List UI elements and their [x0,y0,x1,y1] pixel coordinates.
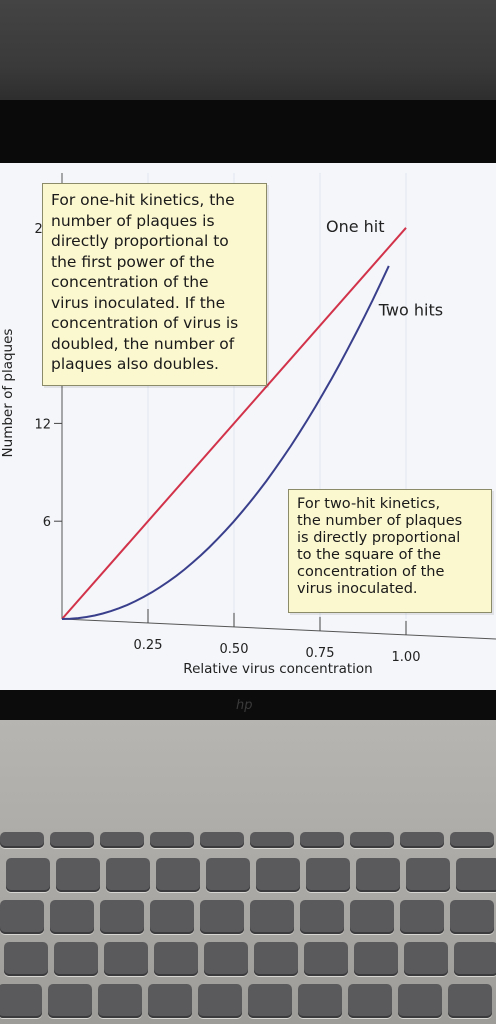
keyboard-key [154,942,198,976]
two-hit-line: the number of plaques [297,513,463,529]
one-hit-line: For one-hit kinetics, the [51,191,235,209]
keyboard-deck [0,720,496,1024]
two-hit-callout: For two-hit kinetics, the number of plaq… [288,489,492,613]
keyboard-key [106,858,150,892]
one-hit-line: the first power of the [51,252,215,271]
one-hit-line: virus inoculated. If the [51,293,226,312]
keyboard-key [350,832,394,848]
keyboard-key [450,900,494,934]
keyboard-key [256,858,300,892]
series-group: One hit Two hits [61,217,443,620]
series-line-two-hits [61,265,390,620]
two-hit-line: virus inoculated. [297,581,418,597]
keyboard-key [104,942,148,976]
keyboard-key [400,832,444,848]
keyboard-key [200,900,244,934]
keyboard-key [398,984,442,1018]
keyboard-key [148,984,192,1018]
keyboard-key [250,832,294,848]
keyboard-key [456,858,496,892]
keyboard-key [150,832,194,848]
keyboard-key [156,858,200,892]
two-hit-line: concentration of the [297,564,445,580]
keyboard-key [4,942,48,976]
series-line-one-hit [61,227,407,620]
series-label: Two hits [378,300,443,319]
keyboard-key [254,942,298,976]
keyboard-key [448,984,492,1018]
laptop-logo: hp [236,698,253,713]
keyboard-key [50,900,94,934]
keyboard-key [204,942,248,976]
one-hit-line: directly proportional to [51,232,229,250]
keyboard-key [200,832,244,848]
keyboard-key [6,858,50,892]
one-hit-line: concentration of virus is [51,314,239,332]
keyboard-key [404,942,448,976]
keyboard-key [48,984,92,1018]
x-tick-label: 1.00 [392,650,421,665]
keyboard-key [454,942,496,976]
background-wall [0,0,496,110]
keyboard-key [406,858,450,892]
series-label: One hit [326,217,385,236]
keyboard-key [54,942,98,976]
keyboard-key [56,858,100,892]
y-tick-label: 12 [34,417,51,432]
keyboard-key [300,900,344,934]
keyboard-key [298,984,342,1018]
keyboard-key [206,858,250,892]
one-hit-callout: For one-hit kinetics, the number of plaq… [42,183,267,386]
keyboard-key [400,900,444,934]
y-axis-title: Number of plaques [0,329,16,458]
keyboard-key [356,858,400,892]
one-hit-line: concentration of the [51,273,209,291]
keyboard-key [150,900,194,934]
x-tick-label: 0.25 [134,638,163,653]
x-tick-label: 0.50 [220,642,249,657]
keyboard-key [50,832,94,848]
two-hit-line: is directly proportional [297,530,461,546]
keyboard-key [0,832,44,848]
keyboard-key [450,832,494,848]
keyboard-key [98,984,142,1018]
keyboard-key [304,942,348,976]
screen-chin [0,690,496,720]
keyboard-key [250,900,294,934]
keyboard-key [100,900,144,934]
keyboard-key [0,900,44,934]
keyboard-key [354,942,398,976]
keyboard-key [0,984,42,1018]
two-hit-line: to the square of the [297,547,441,563]
one-hit-line: plaques also doubles. [51,355,219,373]
x-axis-title: Relative virus concentration [183,661,372,677]
keyboard-key [350,900,394,934]
keyboard-key [348,984,392,1018]
x-axis [61,618,496,640]
x-tick-label: 0.75 [306,646,335,661]
two-hit-line: For two-hit kinetics, [297,496,441,512]
keyboard-key [300,832,344,848]
keyboard-key [306,858,350,892]
keyboard-key [198,984,242,1018]
y-tick-label: 6 [43,515,51,530]
keyboard-key [248,984,292,1018]
one-hit-line: doubled, the number of [51,334,235,353]
one-hit-line: number of plaques is [51,211,215,230]
keyboard-key [100,832,144,848]
x-tick-group: 0.25 0.50 0.75 1.00 [134,608,421,665]
